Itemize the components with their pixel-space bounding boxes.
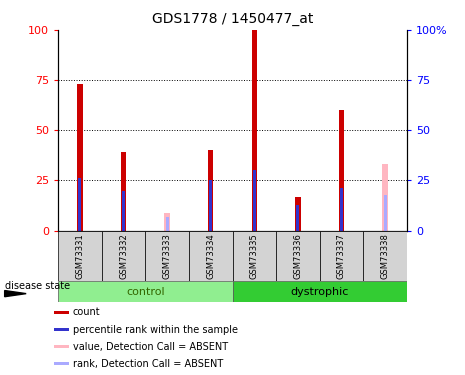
Bar <box>340 189 343 231</box>
Bar <box>166 217 169 231</box>
Bar <box>320 231 363 281</box>
Bar <box>363 231 407 281</box>
Text: control: control <box>126 286 165 297</box>
Bar <box>253 170 256 231</box>
Bar <box>382 164 388 231</box>
Bar <box>77 84 83 231</box>
Bar <box>232 231 276 281</box>
Bar <box>145 231 189 281</box>
Title: GDS1778 / 1450477_at: GDS1778 / 1450477_at <box>152 12 313 26</box>
Text: GSM73338: GSM73338 <box>380 233 390 279</box>
Text: GSM73331: GSM73331 <box>75 233 85 279</box>
Text: GSM73332: GSM73332 <box>119 233 128 279</box>
Text: disease state: disease state <box>5 281 70 291</box>
Bar <box>232 281 407 302</box>
Bar <box>79 178 81 231</box>
Bar <box>121 152 126 231</box>
Bar <box>189 231 232 281</box>
Bar <box>165 213 170 231</box>
Polygon shape <box>5 291 26 297</box>
Text: GSM73337: GSM73337 <box>337 233 346 279</box>
Bar <box>208 150 213 231</box>
Bar <box>54 345 69 348</box>
Text: dystrophic: dystrophic <box>291 286 349 297</box>
Bar <box>384 195 386 231</box>
Bar <box>54 362 69 365</box>
Bar <box>54 328 69 331</box>
Bar <box>54 311 69 314</box>
Text: count: count <box>73 308 100 318</box>
Text: rank, Detection Call = ABSENT: rank, Detection Call = ABSENT <box>73 359 223 369</box>
Bar <box>252 30 257 231</box>
Text: GSM73336: GSM73336 <box>293 233 302 279</box>
Text: GSM73334: GSM73334 <box>206 233 215 279</box>
Bar <box>296 204 299 231</box>
Bar <box>209 180 212 231</box>
Text: percentile rank within the sample: percentile rank within the sample <box>73 325 238 334</box>
Text: GSM73333: GSM73333 <box>163 233 172 279</box>
Bar <box>102 231 145 281</box>
Text: value, Detection Call = ABSENT: value, Detection Call = ABSENT <box>73 342 228 352</box>
Bar <box>58 231 102 281</box>
Bar <box>276 231 320 281</box>
Bar <box>339 110 344 231</box>
Bar <box>295 196 300 231</box>
Bar <box>122 190 125 231</box>
Bar <box>58 281 232 302</box>
Text: GSM73335: GSM73335 <box>250 233 259 279</box>
